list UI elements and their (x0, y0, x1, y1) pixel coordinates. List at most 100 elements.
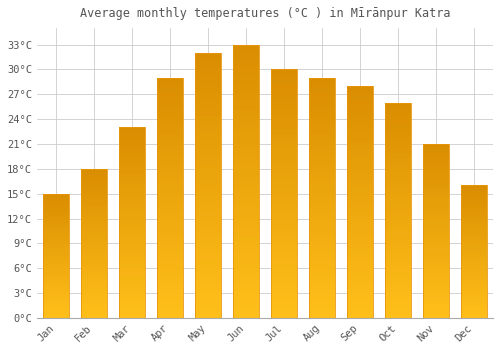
Bar (270, 283, 297, 288)
Bar (232, 203, 259, 209)
Bar (384, 284, 411, 288)
Bar (422, 241, 450, 245)
Bar (308, 294, 336, 299)
Bar (118, 211, 145, 215)
Bar (270, 278, 297, 283)
Bar (346, 313, 374, 318)
Bar (118, 131, 145, 135)
Bar (308, 270, 336, 275)
Bar (270, 263, 297, 268)
Bar (80, 294, 107, 297)
Bar (384, 154, 411, 159)
Bar (346, 86, 374, 91)
Bar (460, 220, 487, 223)
Bar (232, 209, 259, 214)
Bar (460, 297, 487, 299)
Bar (384, 111, 411, 116)
Bar (384, 258, 411, 262)
Bar (308, 226, 336, 231)
Bar (42, 313, 69, 315)
Bar (422, 189, 450, 193)
Bar (422, 151, 450, 154)
Bar (460, 294, 487, 297)
Bar (346, 193, 374, 197)
Bar (194, 275, 221, 281)
Bar (308, 78, 336, 83)
Bar (346, 119, 374, 123)
Bar (460, 313, 487, 315)
Bar (270, 308, 297, 313)
Bar (118, 188, 145, 192)
Bar (232, 56, 259, 61)
Bar (42, 236, 69, 238)
Bar (194, 53, 221, 58)
Bar (118, 314, 145, 318)
Bar (118, 127, 145, 318)
Bar (308, 246, 336, 251)
Bar (346, 183, 374, 188)
Bar (194, 286, 221, 291)
Bar (270, 129, 297, 134)
Bar (308, 313, 336, 318)
Bar (422, 182, 450, 186)
Bar (460, 257, 487, 260)
Bar (42, 238, 69, 241)
Bar (346, 105, 374, 109)
Bar (422, 287, 450, 290)
Bar (308, 97, 336, 102)
Bar (232, 280, 259, 285)
Bar (270, 154, 297, 159)
Bar (308, 121, 336, 126)
Bar (42, 281, 69, 283)
Bar (80, 196, 107, 199)
Bar (156, 188, 183, 193)
Bar (346, 244, 374, 248)
Bar (308, 159, 336, 164)
Bar (270, 223, 297, 229)
Bar (346, 234, 374, 239)
Bar (270, 303, 297, 308)
Bar (422, 220, 450, 224)
Bar (232, 138, 259, 143)
Bar (118, 276, 145, 280)
Bar (42, 266, 69, 268)
Bar (80, 267, 107, 270)
Bar (308, 256, 336, 260)
Bar (422, 154, 450, 158)
Bar (422, 304, 450, 307)
Bar (118, 139, 145, 143)
Bar (384, 193, 411, 197)
Bar (156, 275, 183, 279)
Bar (422, 193, 450, 196)
Bar (194, 79, 221, 85)
Bar (384, 206, 411, 210)
Bar (80, 273, 107, 276)
Bar (80, 297, 107, 300)
Bar (270, 139, 297, 144)
Bar (232, 236, 259, 241)
Bar (232, 307, 259, 313)
Bar (42, 251, 69, 253)
Bar (194, 154, 221, 159)
Bar (156, 289, 183, 294)
Bar (270, 243, 297, 248)
Bar (156, 135, 183, 140)
Bar (422, 165, 450, 168)
Bar (460, 241, 487, 244)
Bar (384, 245, 411, 249)
Bar (460, 275, 487, 278)
Bar (384, 124, 411, 128)
Bar (194, 175, 221, 180)
Bar (270, 169, 297, 174)
Bar (422, 273, 450, 276)
Bar (346, 142, 374, 146)
Bar (308, 140, 336, 145)
Bar (156, 92, 183, 97)
Bar (194, 212, 221, 217)
Bar (42, 209, 69, 211)
Bar (308, 231, 336, 236)
Bar (308, 164, 336, 169)
Bar (270, 273, 297, 278)
Bar (156, 260, 183, 265)
Bar (270, 149, 297, 154)
